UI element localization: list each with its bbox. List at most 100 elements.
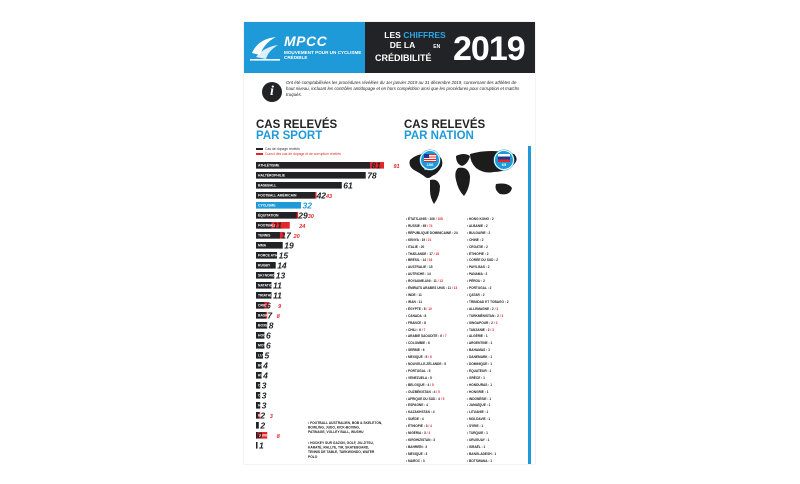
nation-corruption-count: / 3: [489, 327, 494, 332]
bar-category-label: MMA: [258, 244, 267, 248]
nation-corruption-count: / 21: [425, 237, 432, 242]
nation-count: • MEXIQUE : 3: [406, 451, 428, 456]
nation-list-right: • HONG KONG : 2 • ALBANIE : 2 • BULGARIE :…: [467, 216, 527, 464]
nation-count: • BAHAMAS : 1: [467, 348, 490, 353]
map-badge-usa: 106: [420, 150, 440, 170]
bar-value-label: 81: [371, 161, 381, 171]
nation-left-item: • BELGIQUE : 4 / 5: [406, 382, 466, 389]
nation-left-item: • SERBIE : 6: [406, 347, 466, 354]
nation-count: • DOMINIQUE : 1: [467, 362, 493, 367]
sport-note-line: BOWLING, JUDO, KICK-BOXING,: [308, 426, 360, 430]
map-badge-usa-value: 106: [426, 162, 434, 167]
nation-left-item: • ÉTATS-UNIS : 106 / 108: [406, 216, 466, 223]
bar-value-label: 29: [297, 211, 308, 221]
bar-doping-24: [256, 402, 261, 409]
brand-name: MPCC: [284, 33, 328, 49]
legend-item-doping: Cas de dopage révélés: [256, 147, 341, 152]
bar-category-label: MOTOCYCLISME: [258, 344, 286, 348]
nation-count: • SERBIE : 6: [406, 348, 425, 353]
nation-left-item: • VENEZUELA : 5: [406, 375, 466, 382]
nation-right-item: • BOTSWANA : 1: [467, 458, 527, 464]
bar-category-label: ATHLÉTISME: [258, 163, 280, 168]
nation-corruption-count: / 74: [426, 223, 433, 228]
nation-count: • CANADA : 8: [406, 313, 427, 318]
nation-right-item: • SINGAPOUR : 2 / 3: [467, 320, 527, 327]
nation-count: • RUSSIE : 65: [406, 223, 427, 228]
bar-value-label: 8: [269, 321, 274, 331]
nation-count: • HONDURAS : 1: [467, 382, 493, 387]
nation-count: • PORTUGAL : 5: [406, 368, 431, 373]
nation-count: • IRAN : 11: [406, 299, 422, 304]
bar-category-label: CRICKET: [258, 304, 274, 308]
bar-corruption-label: 3: [270, 414, 273, 420]
nation-right-item: • BULGARIE : 2: [467, 230, 527, 237]
nation-right-item: • URUGUAY : 1: [467, 437, 527, 444]
nation-count: • KAZAKHSTAN : 4: [406, 410, 435, 415]
sport-note-line: • HOCKEY SUR GAZON, GOLF, JIU-JITSU,: [308, 441, 374, 445]
bar-doping-11: [256, 272, 275, 279]
bar-doping-0: [256, 162, 370, 169]
nation-count: • TRINIDAD ET TOBAGO : 2: [467, 299, 509, 304]
nation-count: • ESPAGNE : 4: [406, 403, 428, 408]
nation-title-line-1: CAS RELEVÉS: [404, 119, 486, 131]
nation-corruption-count: / 18: [432, 251, 439, 256]
bar-category-label: ÉQUITATION: [258, 213, 279, 218]
nation-right-item: • LITUANIE : 1: [467, 409, 527, 416]
bar-value-label: 4: [262, 361, 268, 371]
legend-label-doping: Cas de dopage révélés: [265, 147, 300, 151]
nation-count: • TURQUIE : 1: [467, 431, 488, 436]
nation-left-item: • SUÈDE : 4: [406, 416, 466, 423]
nation-left-item: • MAROC : 3: [406, 458, 466, 464]
nation-count: • PANAMA : 2: [467, 272, 488, 277]
nation-corruption-count: / 3: [492, 320, 498, 325]
nation-corruption-count: / 10: [425, 306, 432, 311]
nation-count: • ÉTHIOPIE : 2: [467, 251, 489, 256]
nation-count: • AFRIQUE DU SUD : 4: [406, 396, 440, 401]
nation-count: • BELGIQUE : 4: [406, 382, 430, 387]
nation-right-item: • BANGLADESH : 1: [467, 451, 527, 458]
bar-value-label: 17: [281, 231, 292, 241]
title-en: EN: [433, 44, 441, 50]
nation-right-item: • ÉTHIOPIE : 2: [467, 251, 527, 258]
nation-right-item: • HONGRIE : 1: [467, 389, 527, 396]
nation-right-item: • MOLDAVIE : 1: [467, 416, 527, 423]
nation-count: • CORÉE DU SUD : 2: [467, 258, 499, 263]
bar-doping-25: [256, 412, 259, 419]
nation-count: • BULGARIE : 2: [467, 230, 491, 235]
bar-corruption-label: 9: [278, 304, 282, 310]
title-year: 2019: [453, 30, 526, 68]
bar-category-label: BODYBUILDING: [258, 364, 285, 368]
bar-value-label: 78: [367, 171, 377, 181]
nation-count: • HONGRIE : 1: [467, 389, 489, 394]
nation-count: • ÉMIRATS ARABES UNIS : 11: [406, 286, 452, 291]
nation-left-item: • INDE : 11: [406, 292, 466, 299]
bar-corruption-label: 91: [394, 164, 400, 170]
bar-category-label: RUGBY: [258, 264, 271, 268]
us-flag-icon: [424, 154, 436, 162]
bar-value-label: 2: [259, 421, 265, 431]
nation-corruption-count: / 5: [429, 382, 434, 387]
nation-count: • SUÈDE : 4: [406, 417, 424, 422]
bar-category-label: CYCLISME: [258, 204, 276, 208]
bar-doping-4: [256, 202, 302, 209]
sport-note-line: POLO: [308, 455, 318, 459]
nation-count: • PÉROU : 2: [467, 279, 485, 284]
title-main: CRÉDIBILITÉ: [375, 53, 432, 63]
side-accent-bar: [528, 146, 531, 464]
nation-count: • PORTUGAL : 2: [467, 286, 492, 291]
bar-corruption-label: 24: [298, 224, 305, 230]
nation-left-item: • PORTUGAL : 5: [406, 368, 466, 375]
nation-count: • SYRIE : 1: [467, 424, 484, 429]
nation-count: • MOLDAVIE : 1: [467, 417, 491, 422]
info-icon: i: [262, 82, 282, 102]
bar-doping-5: [256, 212, 297, 219]
bar-value-label: 14: [277, 261, 287, 271]
bar-doping-1: [256, 172, 366, 179]
bar-category-label: HALTÉROPHILIE: [258, 173, 286, 178]
nation-right-item: • HONG KONG : 2: [467, 216, 527, 223]
bar-corruption-27: [256, 432, 268, 439]
bar-category-label: LUTTE: [258, 354, 270, 358]
bar-category-label: BILLARD: [258, 414, 273, 418]
bar-category-label: BASEBALL: [258, 184, 276, 188]
